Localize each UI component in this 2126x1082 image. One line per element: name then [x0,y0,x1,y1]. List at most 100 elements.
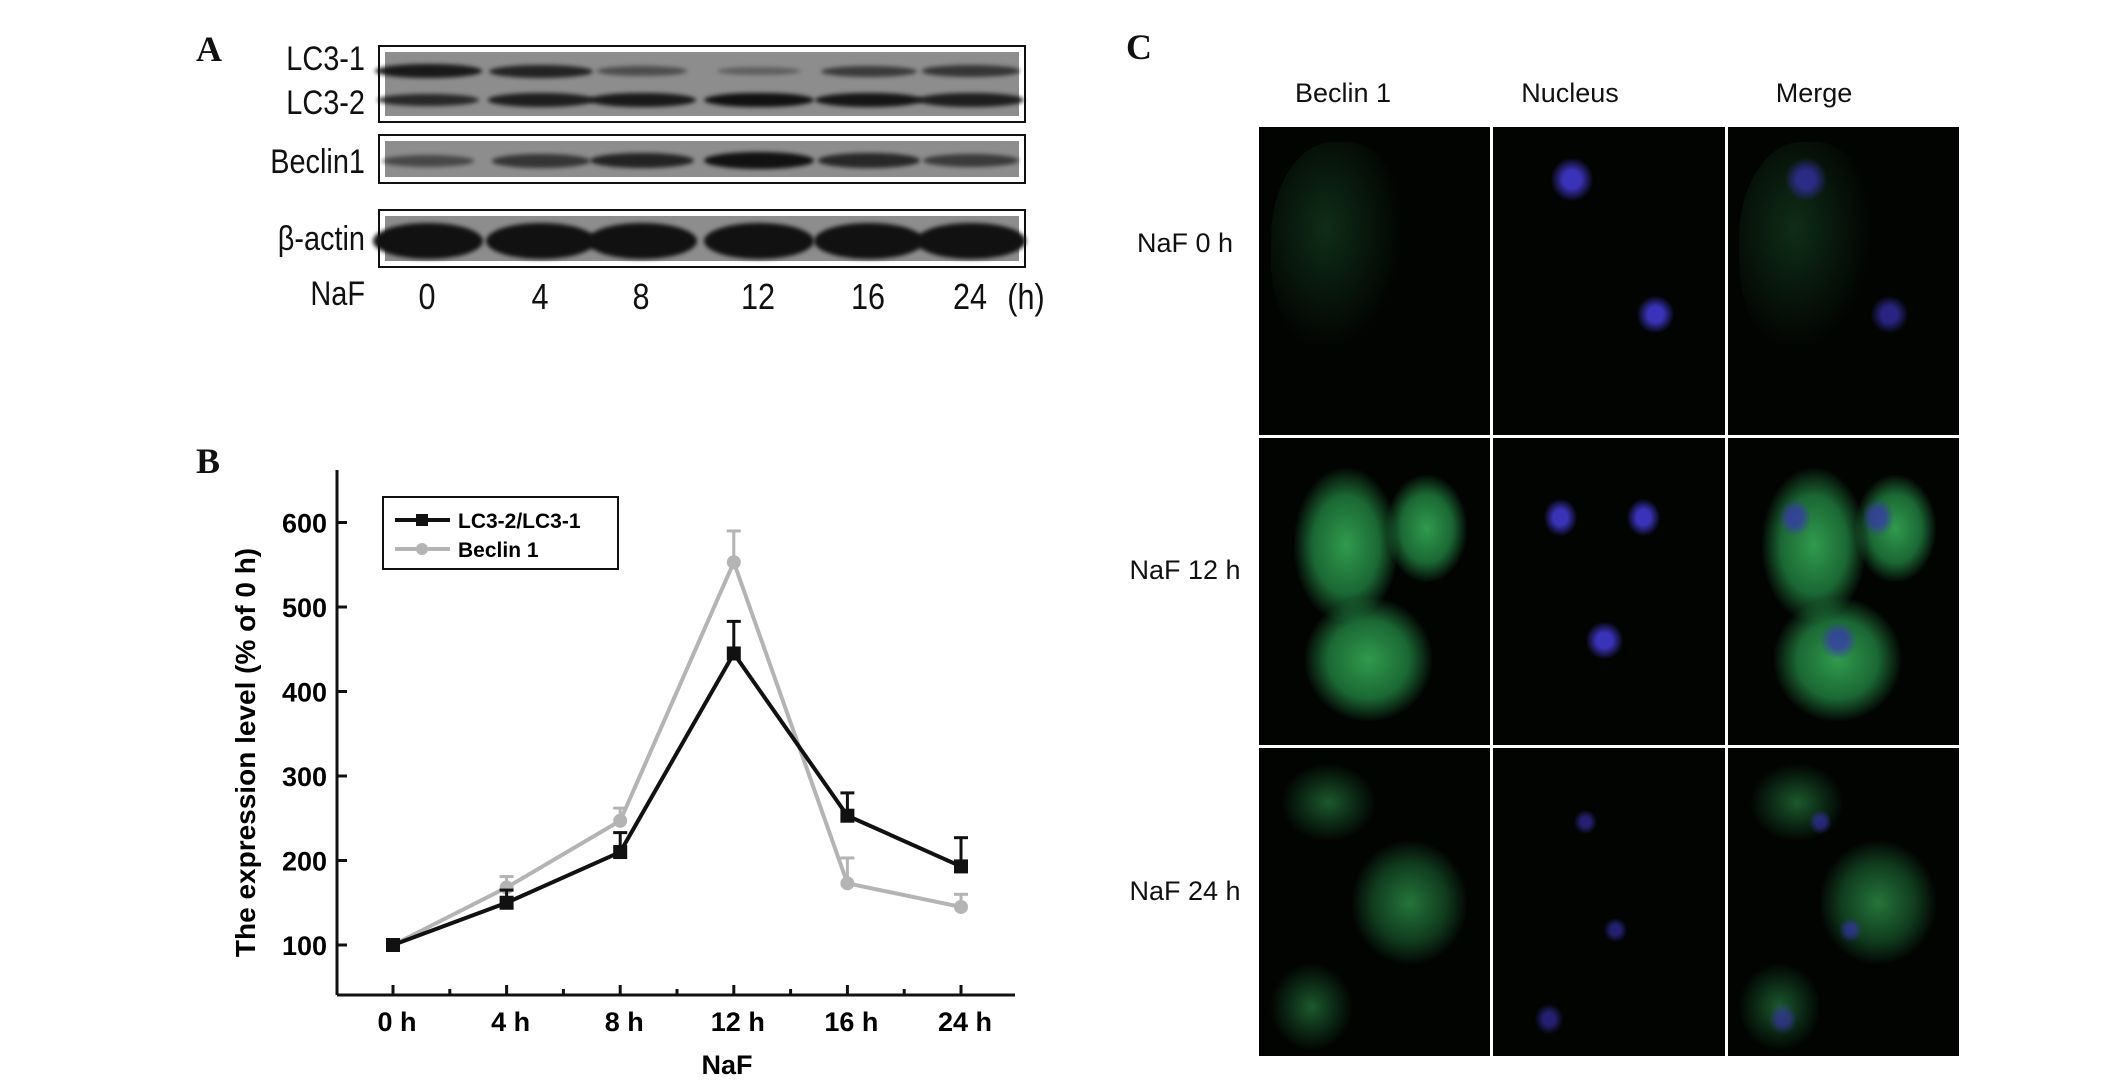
series-lc3 [386,619,968,952]
cell-fluorescence [1386,474,1468,583]
nucleus-stain [1574,809,1598,835]
protein-band [596,66,688,77]
panel-b-letter: B [196,441,221,481]
blot-panel [373,209,1026,268]
x-tick-label: 24 h [938,1007,992,1037]
legend-label: LC3-2/LC3-1 [458,510,581,533]
protein-band [373,222,483,259]
lane-label: 4 [531,276,549,317]
legend: LC3-2/LC3-1 Beclin 1 [382,496,619,570]
cell-fluorescence [1762,468,1867,623]
y-tick-label: 400 [282,678,327,708]
protein-band [587,222,697,259]
series-line [392,556,962,947]
cell-fluorescence [1305,597,1433,721]
legend-marker [416,514,428,526]
x-tick-label: 12 h [711,1007,765,1037]
column-header-merge: Merge [1775,78,1853,108]
data-point [613,813,628,828]
micrograph-1-1 [1493,437,1725,746]
expression-chart: 100 200 300 400 500 600 0 h 4 h 8 h 12 h 16 h 24 h N… [230,470,1015,1080]
nucleus-stain [1627,499,1660,537]
nucleus-stain [1861,499,1895,537]
data-point [613,845,628,860]
blot-row-label: β-actin [277,220,365,258]
blot-panel [374,45,1026,123]
y-tick-label: 600 [282,509,327,539]
nucleus-stain [1778,499,1811,537]
protein-band [922,154,1020,168]
micrograph-2-0 [1259,748,1491,1056]
nucleus-stain [1534,1003,1563,1035]
nucleus-stain [1785,157,1828,201]
protein-band [716,67,802,76]
nucleus-stain [1820,622,1858,660]
protein-band [704,152,814,170]
lane-label: 8 [632,276,650,317]
micrograph-1-2 [1727,437,1959,746]
protein-band [814,222,924,259]
cell-fluorescence [1351,840,1468,964]
lane-label: 0 [418,276,436,317]
unit-label: (h) [1007,276,1045,317]
protein-band [817,153,921,169]
y-tick-label: 100 [282,931,327,961]
protein-band [918,93,1024,107]
y-tick-label: 500 [282,593,327,623]
protein-band [489,64,593,78]
lane-label: 12 [740,276,776,317]
blot-row-label: LC3-1 [286,40,365,78]
row-label-24h: NaF 24 h [1129,876,1241,906]
data-point [954,899,968,914]
cell-fluorescence [1293,468,1398,623]
protein-band [492,154,590,168]
row-label-0h: NaF 0 h [1136,228,1234,258]
micrograph-0-2 [1727,127,1959,435]
micrograph-0-0 [1259,127,1491,435]
x-tick-label: 8 h [605,1007,644,1037]
protein-band [704,222,814,259]
series-line [392,649,962,947]
nucleus-stain [1838,917,1862,943]
protein-band [922,65,1020,77]
nucleus-stain [1544,499,1577,537]
lane-label: 24 [952,276,988,317]
protein-band [704,92,814,108]
x-tick-label: 4 h [491,1007,530,1037]
microscopy-grid [1259,127,1959,1056]
data-point [499,895,514,910]
y-tick-label: 300 [282,762,327,792]
protein-band [486,222,596,259]
treatment-label: NaF [310,275,365,313]
nucleus-stain [1808,809,1832,835]
protein-band [916,222,1026,259]
blot-membrane [382,141,1020,177]
micrograph-2-1 [1493,748,1725,1056]
column-header-nucleus: Nucleus [1521,78,1619,108]
nucleus-stain [1604,917,1628,943]
panel-c-letter: C [1126,27,1152,67]
series-beclin [386,529,968,952]
nucleus-stain [1585,622,1623,660]
blot-membrane [374,52,1024,116]
legend-box [382,496,619,570]
row-label-12h: NaF 12 h [1129,555,1241,585]
cell-fluorescence [1270,142,1410,358]
cell-fluorescence [1270,963,1352,1050]
protein-band [374,64,482,79]
cell-fluorescence [1282,763,1375,841]
nucleus-stain [1636,296,1674,334]
x-tick-label: 0 h [377,1007,416,1037]
micrograph-0-1 [1493,127,1725,435]
data-point [386,938,400,952]
protein-band [376,93,480,107]
data-point [726,646,741,661]
legend-label: Beclin 1 [458,539,539,562]
cell-fluorescence [1820,840,1936,964]
micrograph-2-2 [1727,748,1959,1056]
data-point [954,859,968,874]
blot-row-label: Beclin1 [270,143,365,181]
micrograph-1-0 [1259,437,1491,746]
x-tick-label: 16 h [824,1007,878,1037]
